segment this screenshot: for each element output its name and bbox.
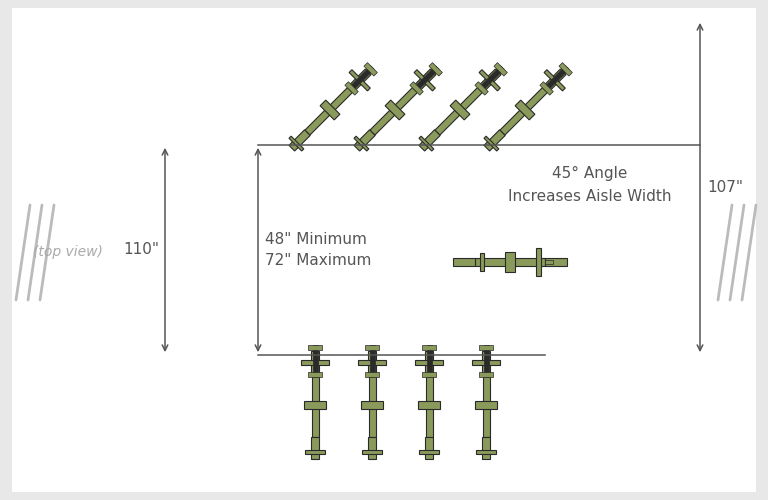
- Bar: [476, 450, 496, 454]
- Polygon shape: [370, 85, 420, 135]
- Bar: [479, 345, 493, 350]
- Bar: [308, 372, 322, 377]
- Bar: [312, 373, 319, 437]
- Polygon shape: [385, 100, 405, 120]
- Bar: [301, 360, 329, 365]
- Polygon shape: [348, 66, 374, 92]
- Bar: [475, 258, 545, 266]
- Polygon shape: [364, 62, 377, 76]
- Bar: [484, 345, 488, 377]
- Polygon shape: [545, 69, 566, 90]
- Bar: [418, 401, 440, 409]
- Bar: [304, 401, 326, 409]
- Polygon shape: [349, 69, 371, 90]
- Bar: [545, 260, 553, 264]
- Polygon shape: [479, 70, 500, 91]
- Polygon shape: [494, 62, 508, 76]
- Bar: [425, 373, 432, 437]
- Polygon shape: [289, 130, 310, 151]
- Polygon shape: [320, 100, 340, 120]
- Bar: [419, 450, 439, 454]
- Polygon shape: [478, 66, 505, 92]
- Bar: [505, 252, 515, 272]
- Text: 110": 110": [123, 242, 159, 258]
- Polygon shape: [349, 70, 370, 91]
- Text: 48" Minimum
72" Maximum: 48" Minimum 72" Maximum: [265, 232, 372, 268]
- Polygon shape: [410, 82, 423, 95]
- Text: 45° Angle
Increases Aisle Width: 45° Angle Increases Aisle Width: [508, 166, 672, 203]
- Bar: [453, 258, 475, 266]
- Polygon shape: [480, 69, 501, 90]
- Polygon shape: [435, 85, 485, 135]
- Polygon shape: [540, 82, 553, 95]
- Bar: [365, 372, 379, 377]
- Polygon shape: [544, 70, 565, 91]
- Bar: [536, 248, 541, 276]
- Bar: [305, 450, 325, 454]
- Polygon shape: [429, 62, 442, 76]
- Bar: [365, 345, 379, 350]
- Text: 107": 107": [707, 180, 743, 195]
- Bar: [479, 372, 493, 377]
- Bar: [426, 345, 432, 377]
- Polygon shape: [413, 66, 439, 92]
- Polygon shape: [289, 136, 304, 151]
- Bar: [313, 345, 317, 377]
- Polygon shape: [450, 100, 470, 120]
- Polygon shape: [515, 100, 535, 120]
- Polygon shape: [475, 82, 488, 95]
- Bar: [368, 351, 376, 373]
- Bar: [425, 351, 433, 373]
- Polygon shape: [345, 82, 359, 95]
- Polygon shape: [414, 70, 435, 91]
- Bar: [358, 360, 386, 365]
- Bar: [311, 351, 319, 373]
- Bar: [368, 437, 376, 459]
- Polygon shape: [415, 69, 436, 90]
- Bar: [422, 345, 436, 350]
- Bar: [362, 450, 382, 454]
- Polygon shape: [559, 62, 572, 76]
- Bar: [475, 401, 497, 409]
- Bar: [415, 360, 443, 365]
- Bar: [482, 437, 490, 459]
- Polygon shape: [305, 85, 355, 135]
- Polygon shape: [419, 136, 434, 151]
- Bar: [369, 373, 376, 437]
- Polygon shape: [354, 130, 376, 151]
- Bar: [361, 401, 383, 409]
- Bar: [425, 437, 433, 459]
- Polygon shape: [484, 136, 499, 151]
- Polygon shape: [543, 66, 569, 92]
- Bar: [482, 351, 490, 373]
- Bar: [480, 253, 484, 271]
- Bar: [482, 373, 489, 437]
- Bar: [545, 258, 567, 266]
- Polygon shape: [354, 136, 369, 151]
- Bar: [472, 360, 500, 365]
- Bar: [311, 437, 319, 459]
- Text: (top view): (top view): [33, 245, 103, 259]
- Bar: [422, 372, 436, 377]
- Polygon shape: [500, 85, 550, 135]
- Polygon shape: [419, 130, 440, 151]
- Polygon shape: [484, 130, 505, 151]
- Bar: [369, 345, 375, 377]
- Bar: [308, 345, 322, 350]
